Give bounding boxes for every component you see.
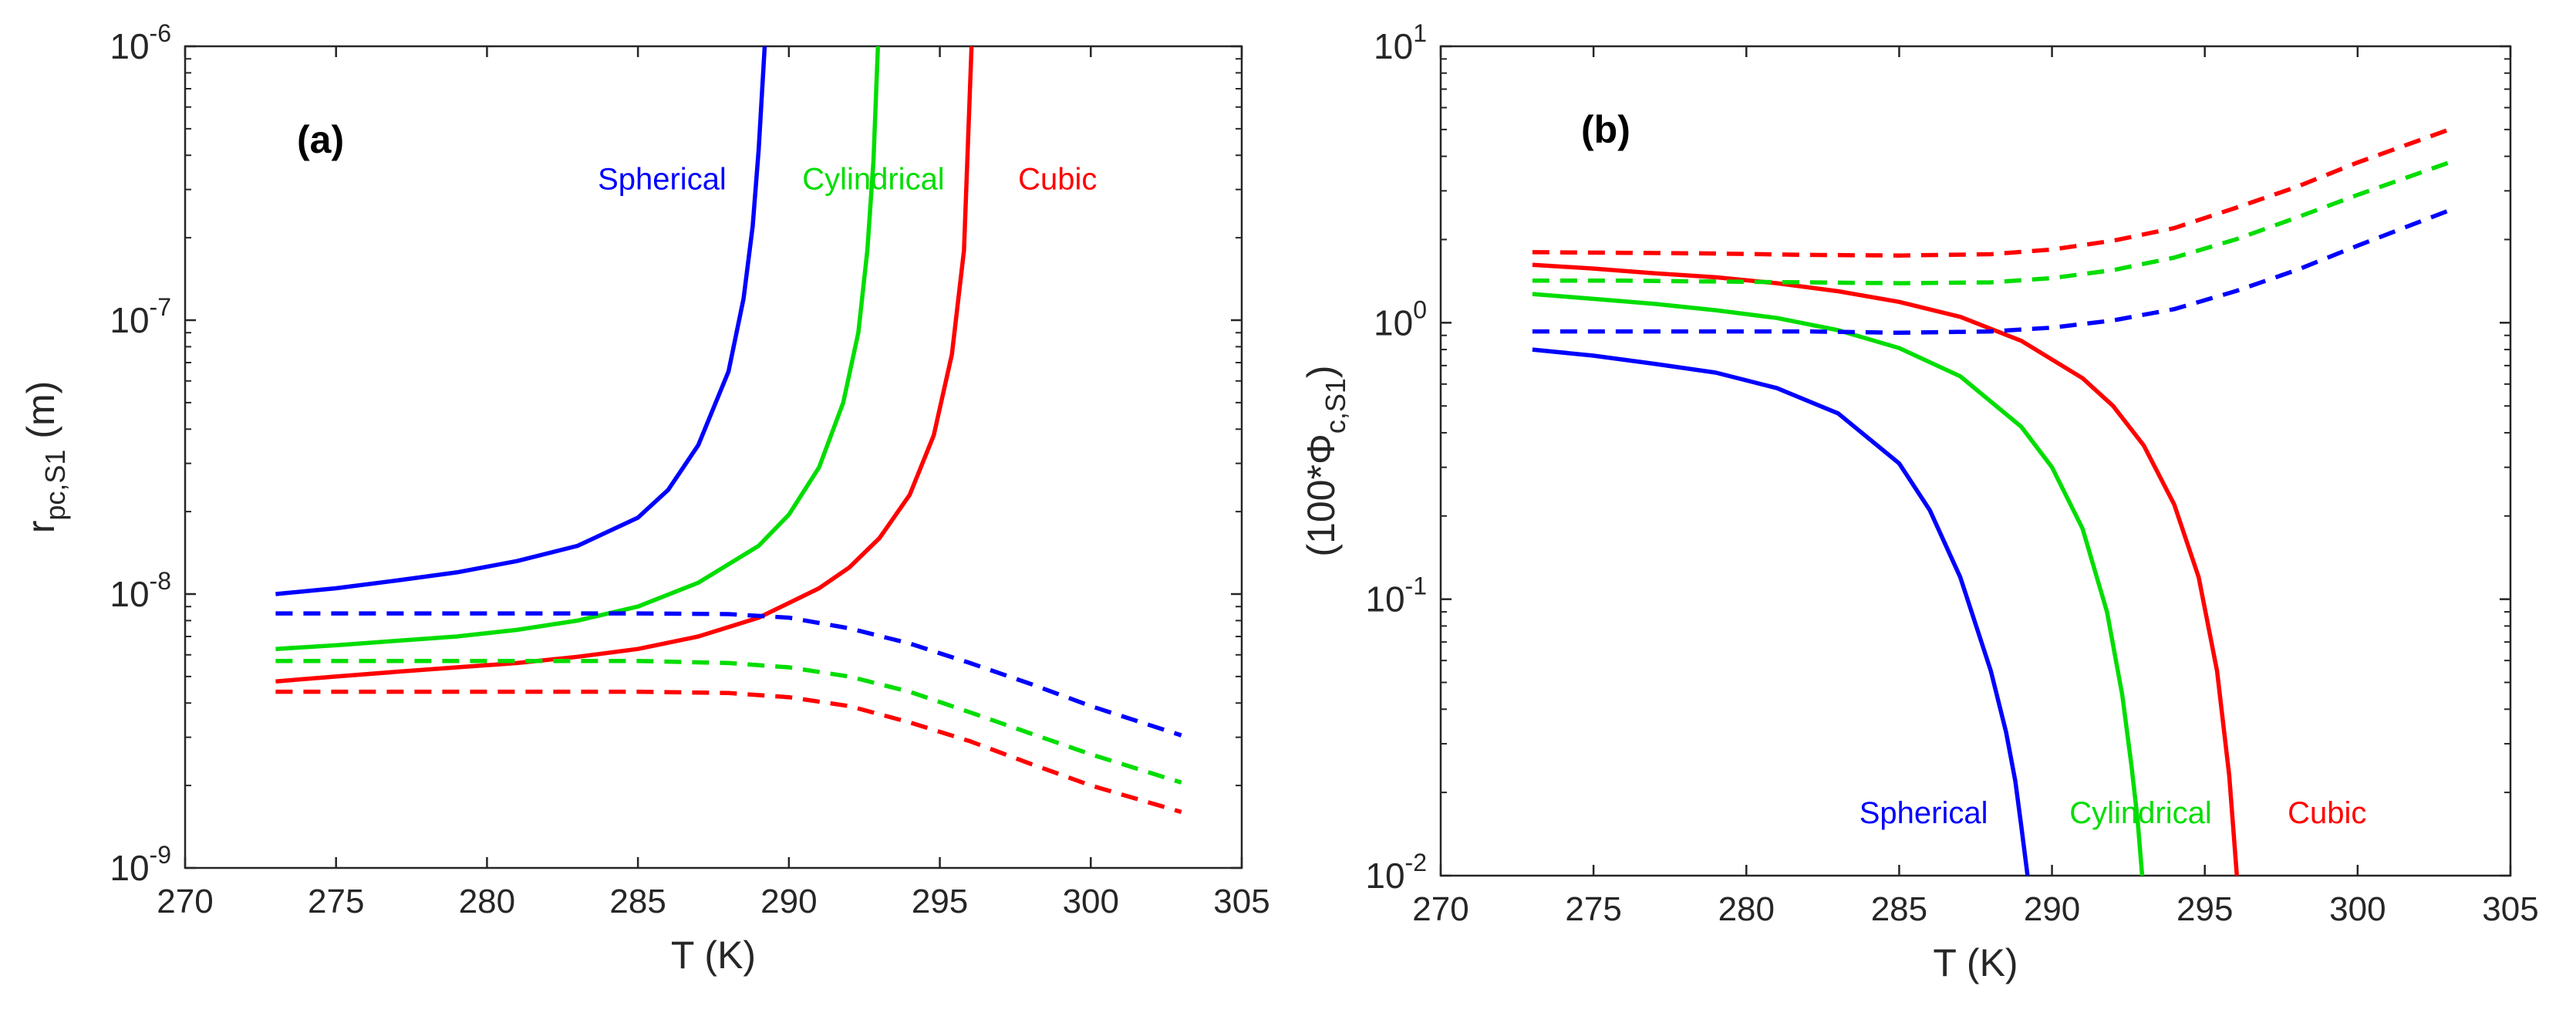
annotation-spherical: Spherical bbox=[1860, 796, 1988, 830]
panel-a: 270 275 280 285 290 295 300 305 10-9 10-8 10-7 10-6… bbox=[19, 19, 1270, 977]
annotation-cubic: Cubic bbox=[1018, 163, 1097, 197]
series-line-cylindrical-solid bbox=[1532, 292, 2145, 876]
x-axis-label: T (K) bbox=[1933, 941, 2018, 984]
series-line-spherical-dashed bbox=[275, 611, 1182, 738]
y-axis-label: rpc,S1 (m) bbox=[19, 381, 71, 534]
y-axis-label: (100*Φc,S1) bbox=[1300, 365, 1351, 556]
annotation-cubic: Cubic bbox=[2288, 796, 2366, 830]
x-tick-label: 285 bbox=[1871, 890, 1927, 928]
series-line-spherical-solid bbox=[275, 46, 767, 596]
annotation-cylindrical: Cylindrical bbox=[802, 163, 945, 197]
series-line-cubic-dashed bbox=[1532, 127, 2450, 258]
series-group bbox=[275, 46, 1182, 815]
y-tick-label: 10-8 bbox=[110, 567, 171, 614]
x-tick-label: 305 bbox=[1213, 883, 1269, 920]
x-tick-label: 295 bbox=[2176, 890, 2233, 928]
y-tick-label: 10-9 bbox=[110, 841, 171, 888]
x-axis-label: T (K) bbox=[671, 934, 756, 977]
x-tick-label: 300 bbox=[1063, 883, 1119, 920]
plot-area-frame bbox=[184, 45, 1243, 869]
x-tick-label: 290 bbox=[2024, 890, 2080, 928]
annotation-cylindrical: Cylindrical bbox=[2069, 796, 2212, 830]
x-tick-label: 275 bbox=[1565, 890, 1621, 928]
y-tick-label: 10-2 bbox=[1365, 849, 1427, 896]
panel-label: (b) bbox=[1581, 108, 1630, 151]
x-tick-label: 285 bbox=[609, 883, 666, 920]
panel-b: 270 275 280 285 290 295 300 305 10-2 10-1 100 101 T … bbox=[1300, 19, 2539, 984]
y-tick-label: 10-6 bbox=[110, 19, 171, 66]
series-line-cubic-dashed bbox=[275, 689, 1182, 815]
annotation-spherical: Spherical bbox=[598, 163, 727, 197]
plot-area-frame bbox=[1439, 45, 2512, 877]
series-line-spherical-dashed bbox=[1532, 208, 2450, 336]
x-tick-label: 280 bbox=[1718, 890, 1775, 928]
x-tick-label: 305 bbox=[2482, 890, 2538, 928]
y-tick-label: 10-7 bbox=[110, 293, 171, 340]
x-tick-label: 270 bbox=[1412, 890, 1468, 928]
x-tick-label: 270 bbox=[157, 883, 213, 920]
x-tick-label: 275 bbox=[308, 883, 364, 920]
y-tick-label: 101 bbox=[1374, 19, 1427, 66]
series-group bbox=[1532, 127, 2450, 876]
y-tick-label: 100 bbox=[1374, 295, 1427, 343]
x-tick-label: 280 bbox=[459, 883, 515, 920]
x-tick-label: 295 bbox=[912, 883, 968, 920]
series-line-spherical-solid bbox=[1532, 347, 2030, 876]
series-line-cylindrical-dashed bbox=[1532, 160, 2450, 285]
series-line-cylindrical-solid bbox=[275, 46, 881, 651]
x-tick-label: 290 bbox=[760, 883, 817, 920]
series-line-cubic-solid bbox=[1532, 262, 2240, 876]
panel-label: (a) bbox=[297, 118, 344, 161]
x-tick-label: 300 bbox=[2329, 890, 2385, 928]
y-tick-label: 10-1 bbox=[1365, 572, 1427, 620]
series-line-cylindrical-dashed bbox=[275, 658, 1182, 785]
